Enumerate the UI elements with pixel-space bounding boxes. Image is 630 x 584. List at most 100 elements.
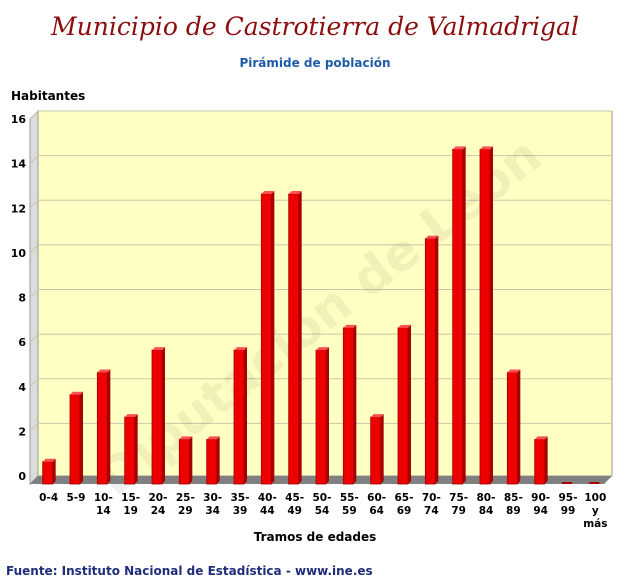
bar — [479, 148, 491, 485]
gridline-side — [29, 199, 39, 209]
bar — [124, 416, 136, 485]
bar-top — [480, 146, 493, 150]
y-tick-label: 16 — [11, 113, 27, 126]
bar-top — [152, 347, 165, 351]
x-tick-label: 35-39 — [231, 492, 250, 517]
bar-side — [298, 190, 302, 484]
chart-subtitle: Pirámide de población — [239, 56, 391, 70]
bar — [151, 349, 163, 485]
bar-side — [435, 235, 439, 484]
bar-side — [544, 436, 548, 484]
bar-top — [343, 324, 357, 328]
x-tick-label: 80-84 — [477, 492, 496, 517]
y-tick-label: 10 — [11, 247, 27, 260]
bar-top — [261, 190, 275, 194]
bar-top — [97, 369, 111, 373]
bar-top — [234, 347, 247, 351]
bar — [206, 438, 218, 485]
y-tick-label: 4 — [18, 381, 26, 394]
bar-top — [452, 146, 466, 150]
bar — [42, 461, 54, 485]
bar — [589, 482, 600, 484]
x-tick-label: 100 y más — [583, 492, 607, 530]
x-tick-label: 15-19 — [121, 492, 140, 517]
bar — [260, 193, 272, 485]
y-tick-label: 6 — [18, 336, 26, 349]
bar-side — [271, 190, 275, 484]
gridline-side — [29, 110, 39, 120]
y-tick-label: 8 — [18, 292, 26, 305]
x-tick-label: 95-99 — [559, 492, 578, 517]
y-tick-label: 2 — [18, 425, 26, 438]
x-tick-label: 25-29 — [176, 492, 195, 517]
bar — [233, 349, 245, 485]
x-tick-label: 50-54 — [313, 492, 332, 517]
x-tick-label: 5-9 — [67, 492, 86, 504]
bar — [424, 238, 436, 485]
gridline-side — [29, 333, 39, 343]
x-tick-label: 0-4 — [39, 492, 58, 504]
bar-top — [370, 414, 384, 418]
x-tick-label: 30-34 — [203, 492, 222, 517]
bar-top — [179, 436, 193, 440]
bar — [562, 482, 572, 484]
bar — [506, 372, 518, 485]
x-tick-label: 55-59 — [340, 492, 359, 517]
bar-top — [206, 436, 220, 440]
bar-top — [534, 436, 548, 440]
x-tick-label: 90-94 — [531, 492, 550, 517]
y-tick-label: 0 — [18, 470, 26, 483]
bar-side — [490, 146, 493, 484]
x-tick-label: 10-14 — [94, 492, 113, 517]
bar-top — [288, 190, 302, 194]
bar-side — [244, 347, 247, 484]
bar-side — [52, 458, 56, 484]
bar-side — [189, 436, 193, 484]
bar-side — [216, 436, 220, 484]
y-tick-label: 12 — [11, 202, 26, 215]
bar-top — [398, 324, 411, 328]
bar — [397, 327, 409, 485]
bar-top — [507, 369, 521, 373]
gridline-side — [29, 289, 39, 298]
source-note: Fuente: Instituto Nacional de Estadístic… — [6, 564, 373, 578]
bar — [96, 372, 108, 485]
bar — [370, 416, 382, 485]
bar — [288, 193, 300, 485]
x-tick-label: 70-74 — [422, 492, 441, 517]
x-tick-label: 40-44 — [258, 492, 277, 517]
y-tick-label: 14 — [11, 158, 27, 171]
bar — [315, 349, 327, 485]
bar-top — [124, 414, 138, 418]
gridline-side — [29, 378, 39, 388]
bar-side — [408, 324, 411, 484]
bar — [534, 438, 546, 485]
bar-side — [80, 391, 83, 484]
x-tick-label: 75-79 — [449, 492, 468, 517]
bar — [342, 327, 354, 485]
bar — [69, 394, 81, 485]
bar-side — [134, 414, 138, 484]
bar-side — [326, 347, 329, 484]
bar-top — [425, 235, 439, 239]
bar-top — [316, 347, 329, 351]
gridline-side — [29, 155, 39, 164]
bar-side — [462, 146, 466, 484]
gridline-side — [29, 423, 39, 432]
x-tick-label: 85-89 — [504, 492, 523, 517]
x-tick-label: 65-69 — [395, 492, 414, 517]
bar — [452, 148, 464, 485]
x-tick-label: 45-49 — [285, 492, 304, 517]
gridline-side — [29, 244, 39, 254]
bar — [178, 438, 190, 485]
bar-side — [162, 347, 165, 484]
bar-side — [353, 324, 357, 484]
bar-side — [107, 369, 111, 484]
x-tick-label: 60-64 — [367, 492, 386, 517]
bar-side — [517, 369, 521, 484]
bar-side — [380, 414, 384, 484]
x-axis-label: Tramos de edades — [253, 530, 377, 544]
bar-top — [42, 458, 56, 462]
y-axis-label: Habitantes — [11, 89, 86, 103]
